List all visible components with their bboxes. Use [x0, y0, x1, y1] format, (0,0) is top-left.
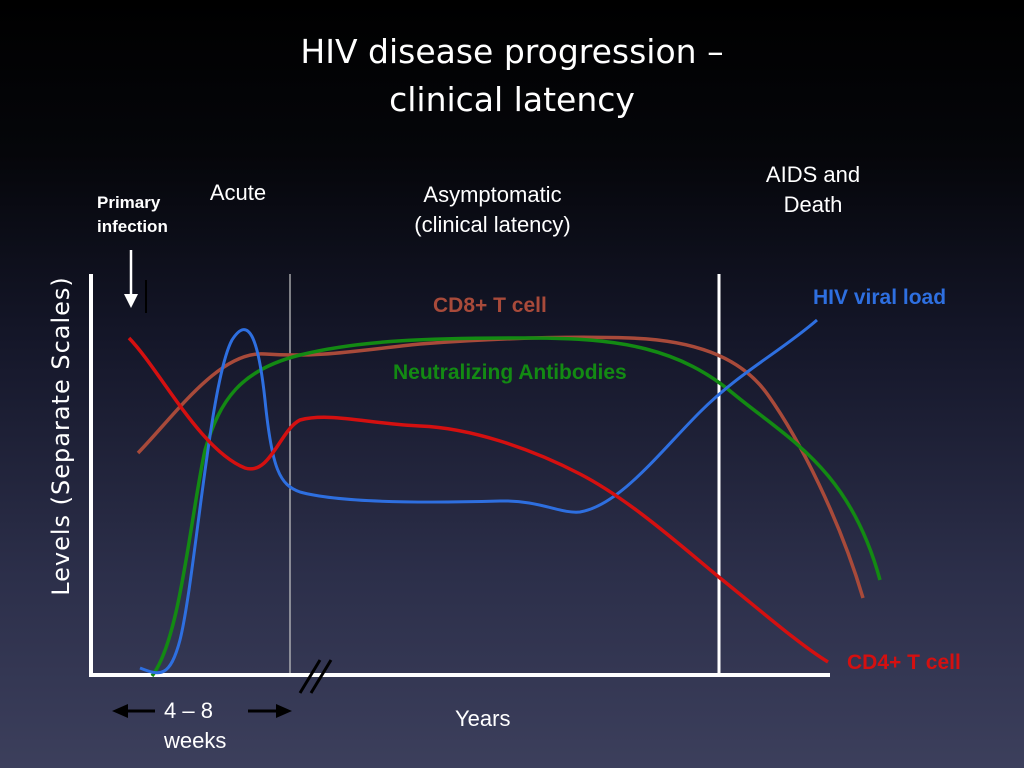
- duration-left-arrow: [112, 704, 155, 718]
- cd4-t-cell-label: CD4+ T cell: [847, 651, 961, 674]
- axis-break-mark-1: [298, 659, 322, 694]
- x-axis-label: Years: [455, 706, 511, 731]
- cd4-t-cell-curve: [127, 336, 829, 664]
- hiv-viral-load-label: HIV viral load: [813, 286, 947, 309]
- slide-title: HIV disease progression – clinical laten…: [0, 28, 1024, 124]
- primary-infection-arrow: [124, 250, 147, 313]
- duration-line-2: weeks: [164, 728, 227, 753]
- cd8-t-cell-label: CD8+ T cell: [433, 294, 547, 317]
- aids-line-1: AIDS and: [765, 162, 861, 187]
- primary-infection-label: Primary infection: [97, 191, 168, 239]
- duration-label: 4 – 8 weeks: [164, 696, 226, 756]
- neutralizing-antibodies-label: Neutralizing Antibodies: [393, 361, 627, 384]
- neutralizing-antibodies-curve: [150, 336, 882, 678]
- asymptomatic-phase-label: Asymptomatic (clinical latency): [380, 180, 605, 240]
- hiv-viral-load-curve: [139, 318, 818, 675]
- acute-phase-label: Acute: [209, 180, 267, 205]
- asymptomatic-line-2: (clinical latency): [414, 212, 571, 237]
- asymptomatic-line-1: Asymptomatic: [423, 182, 562, 207]
- primary-infection-line-1: Primary: [97, 193, 161, 212]
- duration-line-1: 4 – 8: [164, 698, 213, 723]
- axis-break-mark-2: [309, 659, 333, 694]
- title-line-2: clinical latency: [389, 80, 635, 119]
- title-line-1: HIV disease progression –: [300, 32, 724, 71]
- duration-right-arrow: [248, 704, 292, 718]
- primary-infection-line-2: infection: [97, 217, 168, 236]
- aids-line-2: Death: [783, 192, 843, 217]
- aids-death-phase-label: AIDS and Death: [740, 160, 886, 220]
